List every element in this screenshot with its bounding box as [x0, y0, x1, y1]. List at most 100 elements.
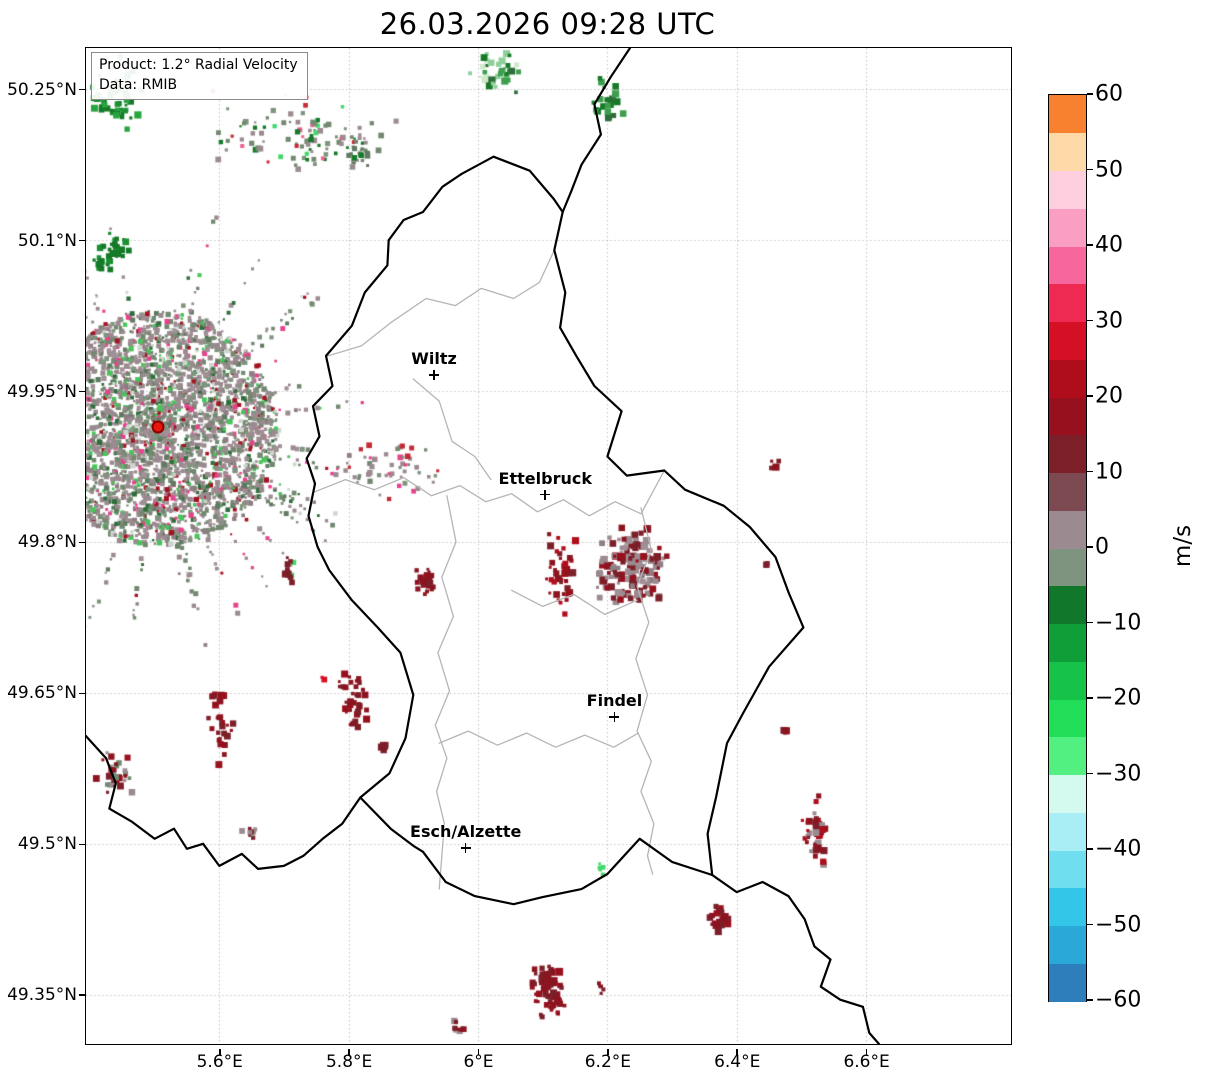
- city-label-findel: Findel: [586, 691, 643, 711]
- regional-border-line: [314, 469, 665, 517]
- y-tick-mark: [79, 541, 85, 544]
- colorbar-tick-label: −40: [1095, 836, 1142, 862]
- colorbar-tick-mark: [1086, 546, 1093, 548]
- y-tick-mark: [79, 390, 85, 393]
- y-tick-mark: [79, 843, 85, 846]
- colorbar-tick-label: −20: [1095, 685, 1142, 711]
- colorbar-band: [1049, 170, 1086, 209]
- x-tick-mark: [865, 1048, 868, 1055]
- y-tick-label: 49.95°N: [7, 381, 77, 402]
- y-tick-mark: [79, 88, 85, 91]
- y-tick-label: 49.5°N: [17, 834, 77, 855]
- city-label-esch-alzette: Esch/Alzette: [410, 821, 522, 841]
- colorbar-tick-mark: [1086, 244, 1093, 246]
- x-tick-label: 5.6°E: [196, 1052, 243, 1072]
- colorbar-tick-mark: [1086, 168, 1093, 171]
- colorbar-band: [1049, 925, 1086, 964]
- colorbar-band: [1049, 661, 1086, 700]
- colorbar-band: [1049, 132, 1086, 171]
- colorbar-tick-mark: [1086, 621, 1093, 624]
- y-tick-mark: [79, 994, 85, 996]
- x-tick-label: 5.8°E: [325, 1052, 373, 1072]
- y-tick-label: 49.35°N: [7, 985, 77, 1006]
- product-info-box: Product: 1.2° Radial Velocity Data: RMIB: [91, 52, 308, 101]
- colorbar-band: [1049, 472, 1086, 511]
- radar-echo-layer: [86, 48, 1011, 1044]
- national-border-line: [711, 873, 881, 1044]
- colorbar-band: [1049, 321, 1086, 360]
- x-tick-label: 6.6°E: [843, 1052, 890, 1072]
- colorbar-tick-label: −10: [1095, 610, 1142, 635]
- x-tick-label: 6°E: [463, 1052, 494, 1072]
- regional-border-line: [412, 378, 492, 481]
- national-border-line: [86, 734, 362, 871]
- figure-title: 26.03.2026 09:28 UTC: [379, 7, 716, 41]
- x-tick-mark: [736, 1048, 738, 1055]
- y-tick-mark: [79, 692, 85, 695]
- colorbar-unit-label: m/s: [1170, 524, 1196, 568]
- x-tick-mark: [477, 1048, 480, 1055]
- colorbar-tick-label: 40: [1095, 232, 1123, 258]
- city-marker-ettelbruck: [540, 489, 551, 500]
- y-tick-label: 49.8°N: [17, 532, 77, 553]
- x-tick-mark: [607, 1048, 609, 1055]
- colorbar-tick-mark: [1086, 848, 1093, 850]
- y-tick-label: 50.1°N: [17, 230, 77, 251]
- map-plot: Product: 1.2° Radial Velocity Data: RMIB…: [85, 47, 1012, 1045]
- colorbar-tick-mark: [1086, 697, 1093, 699]
- colorbar-tick-label: −50: [1095, 912, 1142, 937]
- borders-layer: [86, 48, 881, 1044]
- regional-border-line: [327, 249, 555, 357]
- colorbar-band: [1049, 208, 1086, 247]
- x-tick-label: 6.4°E: [714, 1052, 761, 1072]
- colorbar-tick-label: 50: [1095, 157, 1123, 182]
- colorbar-band: [1049, 510, 1086, 549]
- colorbar-tick-mark: [1086, 772, 1093, 775]
- colorbar-band: [1049, 887, 1086, 926]
- city-label-wiltz: Wiltz: [411, 348, 457, 368]
- colorbar-band: [1049, 699, 1086, 738]
- y-tick-label: 50.25°N: [7, 79, 77, 100]
- colorbar-tick-label: 0: [1095, 534, 1109, 560]
- colorbar-band: [1049, 812, 1086, 851]
- y-tick-mark: [79, 239, 85, 242]
- product-line: Product: 1.2° Radial Velocity: [99, 57, 298, 73]
- radar-site-marker: [151, 420, 165, 434]
- colorbar-tick-label: 30: [1095, 308, 1123, 333]
- colorbar-band: [1049, 963, 1086, 1002]
- colorbar-band: [1049, 359, 1086, 398]
- colorbar-tick-mark: [1086, 999, 1093, 1001]
- colorbar-tick-label: 20: [1095, 383, 1123, 409]
- x-tick-mark: [348, 1048, 350, 1055]
- colorbar-tick-mark: [1086, 395, 1093, 397]
- regional-border-line: [434, 495, 457, 890]
- colorbar-band: [1049, 95, 1086, 134]
- colorbar-band: [1049, 246, 1086, 285]
- colorbar-tick-label: −60: [1095, 987, 1142, 1013]
- x-tick-mark: [219, 1048, 221, 1055]
- regional-border-line: [510, 589, 638, 616]
- colorbar-tick-mark: [1086, 93, 1093, 95]
- data-source-line: Data: RMIB: [99, 76, 178, 93]
- regional-border-line: [635, 507, 655, 875]
- x-tick-label: 6.2°E: [584, 1052, 631, 1072]
- colorbar-tick-mark: [1086, 923, 1093, 926]
- colorbar-band: [1049, 623, 1086, 662]
- colorbar-tick-label: −30: [1095, 761, 1142, 786]
- colorbar-band: [1049, 850, 1086, 889]
- national-border-line: [305, 155, 805, 906]
- city-marker-wiltz: [429, 369, 439, 380]
- colorbar-band: [1049, 397, 1086, 436]
- colorbar: [1048, 94, 1087, 1002]
- colorbar-band: [1049, 283, 1086, 322]
- city-marker-findel: [609, 712, 620, 723]
- city-marker-esch-alzette: [460, 842, 471, 853]
- colorbar-tick-label: 10: [1095, 459, 1123, 484]
- colorbar-tick-mark: [1086, 319, 1093, 322]
- colorbar-band: [1049, 434, 1086, 473]
- national-border-line: [561, 48, 632, 214]
- city-label-ettelbruck: Ettelbruck: [498, 468, 592, 488]
- y-tick-label: 49.65°N: [7, 683, 77, 704]
- regional-border-line: [438, 730, 640, 748]
